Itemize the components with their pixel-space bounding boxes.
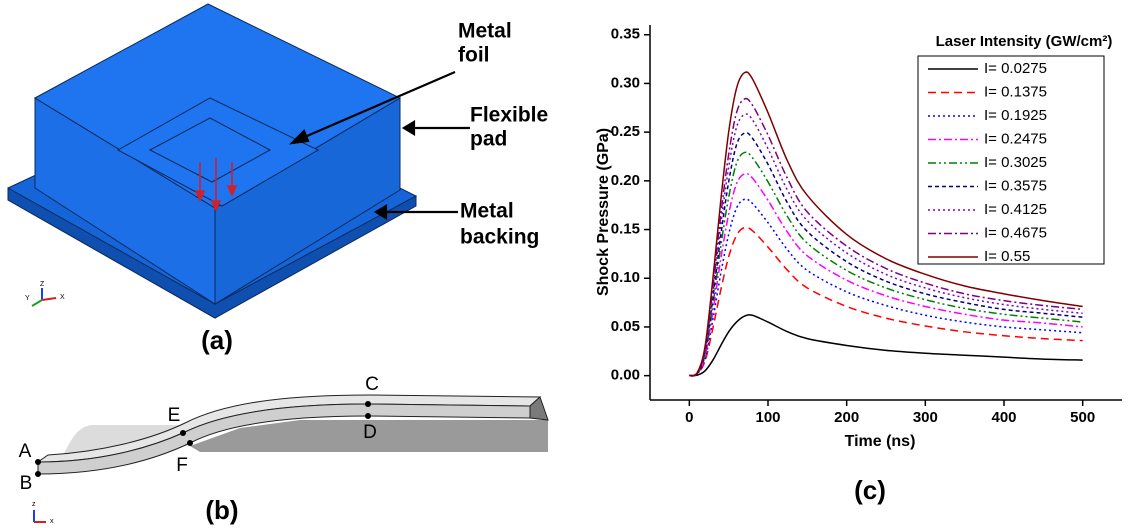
x-tick-label: 500 xyxy=(1070,409,1095,426)
y-tick-label: 0.20 xyxy=(611,172,640,189)
y-tick-label: 0.30 xyxy=(611,74,640,91)
axis-letter: X xyxy=(60,294,65,301)
annotation: foil xyxy=(458,44,490,67)
y-tick-label: 0.15 xyxy=(611,221,640,238)
x-tick-label: 0 xyxy=(685,409,693,426)
legend-label: I= 0.3575 xyxy=(984,177,1047,194)
x-tick-label: 400 xyxy=(991,409,1016,426)
axis-triad: z x xyxy=(32,501,54,525)
data-line xyxy=(689,315,1082,376)
point-label: B xyxy=(20,473,33,494)
legend-label: I= 0.4125 xyxy=(984,201,1047,218)
axis-letter: x xyxy=(50,518,54,525)
axis-letter: Y xyxy=(25,295,30,302)
legend-label: I= 0.3025 xyxy=(984,154,1047,171)
annotation: pad xyxy=(470,128,507,151)
legend-label: I= 0.1925 xyxy=(984,107,1047,124)
point-label: F xyxy=(176,455,188,476)
y-tick-label: 0.35 xyxy=(611,26,640,43)
legend-label: I= 0.55 xyxy=(984,248,1030,265)
legend-label: I= 0.4675 xyxy=(984,224,1047,241)
legend-label: I= 0.1375 xyxy=(984,83,1047,100)
axis-triad: Y Z X xyxy=(25,281,65,306)
legend-title: Laser Intensity (GW/cm²) xyxy=(936,33,1113,50)
axis-letter: Z xyxy=(40,281,45,288)
figure: Metal foil Flexible pad Metal backing Y … xyxy=(0,0,1137,528)
legend-label: I= 0.0275 xyxy=(984,60,1047,77)
annotation: Metal xyxy=(460,200,514,223)
annotation: Flexible xyxy=(470,104,548,127)
y-tick-label: 0.00 xyxy=(611,367,640,384)
annotation: backing xyxy=(460,226,539,249)
panel-a: Metal foil Flexible pad Metal backing Y … xyxy=(8,4,548,355)
panel-label: (a) xyxy=(201,325,233,355)
axis-letter: z xyxy=(32,501,36,508)
point-label: D xyxy=(363,422,377,443)
panel-label: (c) xyxy=(854,475,886,505)
panel-c: Time (ns) Shock Pressure (GPa) (c) Laser… xyxy=(595,25,1122,505)
annotation: Metal xyxy=(458,20,512,43)
x-tick-label: 200 xyxy=(834,409,859,426)
panel-label: (b) xyxy=(205,495,238,525)
point-label: C xyxy=(365,374,379,395)
y-axis-title: Shock Pressure (GPa) xyxy=(595,128,612,296)
y-tick-label: 0.10 xyxy=(611,269,640,286)
x-tick-label: 100 xyxy=(755,409,780,426)
x-tick-label: 300 xyxy=(913,409,938,426)
point-label: A xyxy=(19,441,32,462)
panel-b: A B C D E F z x (b) xyxy=(19,374,548,525)
y-tick-label: 0.05 xyxy=(611,318,640,335)
y-tick-label: 0.25 xyxy=(611,123,640,140)
point-label: E xyxy=(168,405,181,426)
x-axis-title: Time (ns) xyxy=(845,433,916,450)
legend-label: I= 0.2475 xyxy=(984,130,1047,147)
